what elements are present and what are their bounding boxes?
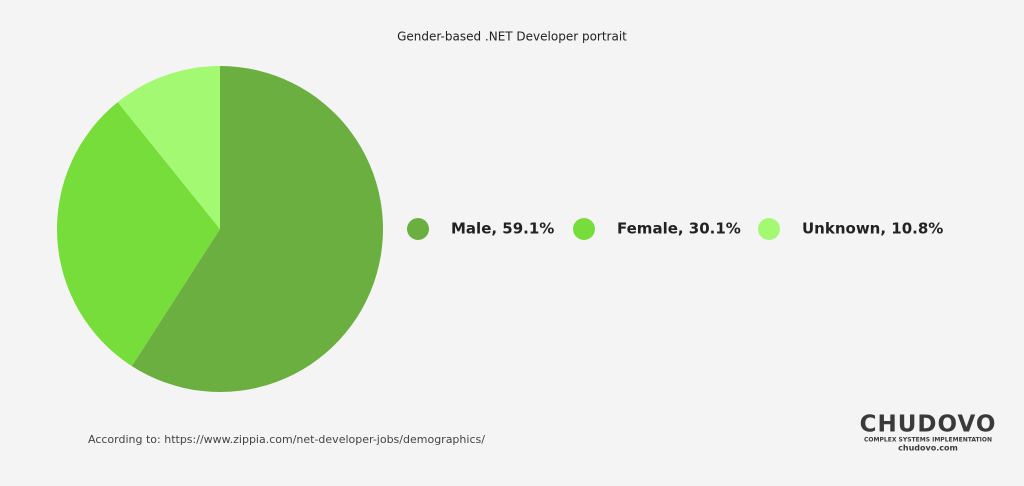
logo-tagline: COMPLEX SYSTEMS IMPLEMENTATION <box>864 437 992 444</box>
pie-slice <box>131 66 383 392</box>
legend-swatch <box>758 218 780 240</box>
legend-label: Male, 59.1% <box>451 220 554 238</box>
legend-swatch <box>573 218 595 240</box>
legend-label: Unknown, 10.8% <box>802 220 943 238</box>
pie-slice <box>57 102 220 367</box>
logo-name: CHUDOVO <box>860 412 997 438</box>
chart-title: Gender-based .NET Developer portrait <box>397 30 627 44</box>
legend-label: Female, 30.1% <box>617 220 741 238</box>
legend-swatch <box>407 218 429 240</box>
logo-url: chudovo.com <box>898 444 958 453</box>
source-note: According to: https://www.zippia.com/net… <box>88 433 485 446</box>
pie-slice <box>117 66 220 229</box>
